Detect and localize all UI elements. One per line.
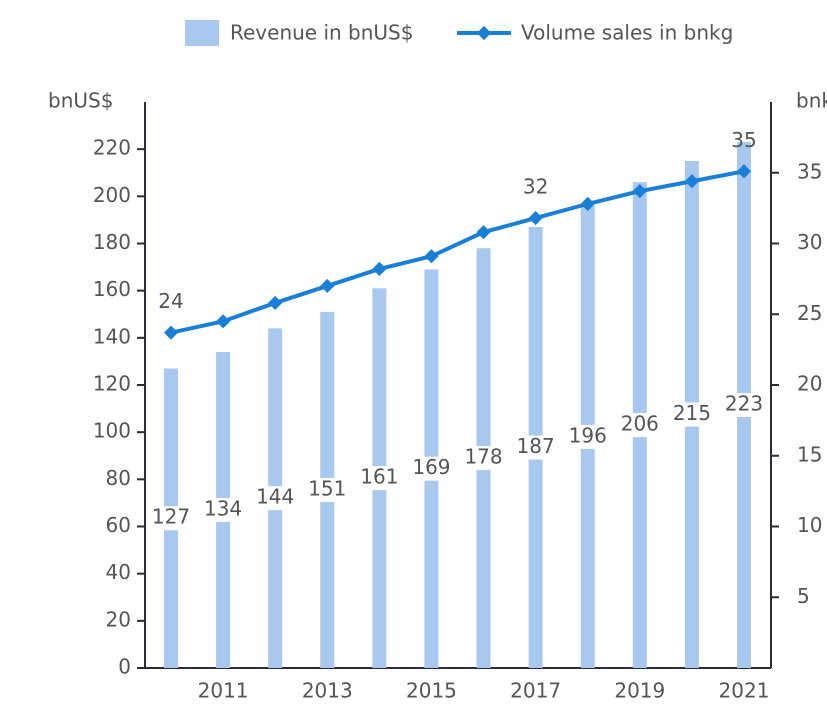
- label-bg: [204, 497, 243, 522]
- bar-value-label: 127: [152, 505, 190, 529]
- label-bg: [360, 466, 399, 491]
- y-tick-label: 60: [106, 513, 131, 537]
- line-value-label: 24: [158, 289, 183, 313]
- line-marker: [476, 225, 491, 240]
- label-bg: [672, 402, 711, 427]
- label-bg: [568, 424, 607, 449]
- y-tick-label: 40: [106, 560, 131, 584]
- x-tick-label: 2015: [406, 679, 457, 703]
- bar-value-label: 134: [204, 496, 242, 520]
- label-bg: [256, 486, 295, 511]
- y2-tick-label: 20: [797, 372, 822, 396]
- y-tick-label: 20: [106, 607, 131, 631]
- y-tick-label: 160: [93, 277, 131, 301]
- x-tick-label: 2017: [510, 679, 561, 703]
- x-tick-label: 2019: [614, 679, 665, 703]
- label-bg: [412, 456, 451, 481]
- bar-value-label: 206: [621, 412, 659, 436]
- bar-value-label: 215: [673, 401, 711, 425]
- label-bg: [308, 477, 347, 502]
- y2-tick-label: 10: [797, 513, 822, 537]
- bar-value-label: 196: [569, 423, 607, 447]
- y2-tick-label: 5: [797, 584, 810, 608]
- label-bg: [620, 413, 659, 438]
- legend-label: Revenue in bnUS$: [230, 21, 413, 45]
- bar-value-label: 178: [464, 445, 502, 469]
- line-marker: [424, 249, 439, 264]
- line-marker: [320, 278, 335, 294]
- y-tick-label: 140: [93, 324, 131, 348]
- label-bg: [725, 393, 763, 418]
- bar-value-label: 187: [517, 434, 555, 458]
- line-marker: [372, 261, 387, 277]
- line-value-label: 35: [731, 128, 756, 152]
- line-marker: [268, 295, 283, 311]
- line: [170, 169, 745, 335]
- y2-tick-label: 35: [797, 159, 822, 183]
- y2-tick-label: 15: [797, 442, 822, 466]
- bar-value-label: 223: [725, 392, 763, 416]
- line-value-label: 32: [523, 175, 548, 199]
- legend-label: Volume sales in bnkg: [521, 21, 733, 45]
- line-marker: [736, 164, 752, 179]
- y2-tick-label: 25: [797, 301, 822, 325]
- y-axis-label: bnUS$: [48, 89, 113, 113]
- legend-marker: [476, 25, 492, 41]
- y-tick-label: 220: [93, 136, 131, 160]
- y-tick-label: 100: [93, 419, 131, 443]
- label-bg: [516, 435, 555, 460]
- y-tick-label: 80: [106, 466, 131, 490]
- label-bg: [464, 446, 503, 471]
- legend-swatch: [185, 20, 219, 46]
- bar-value-label: 161: [360, 465, 398, 489]
- y2-tick-label: 30: [797, 230, 822, 254]
- line-marker: [580, 196, 595, 211]
- line-marker: [684, 174, 699, 189]
- line-marker: [163, 325, 179, 340]
- y-tick-label: 120: [93, 372, 131, 396]
- line-marker: [528, 210, 543, 226]
- y-tick-label: 180: [93, 230, 131, 254]
- label-bg: [152, 506, 190, 531]
- line-marker: [216, 314, 231, 329]
- x-tick-label: 2013: [302, 679, 353, 703]
- bar-value-label: 151: [308, 476, 346, 500]
- line-marker: [632, 184, 647, 199]
- bar-value-label: 144: [256, 485, 294, 509]
- x-tick-label: 2011: [198, 679, 249, 703]
- bar-value-label: 169: [412, 455, 450, 479]
- y-tick-label: 0: [118, 655, 131, 679]
- y2-axis-label: bnkg: [796, 89, 827, 113]
- x-tick-label: 2021: [719, 679, 770, 703]
- y-tick-label: 200: [93, 183, 131, 207]
